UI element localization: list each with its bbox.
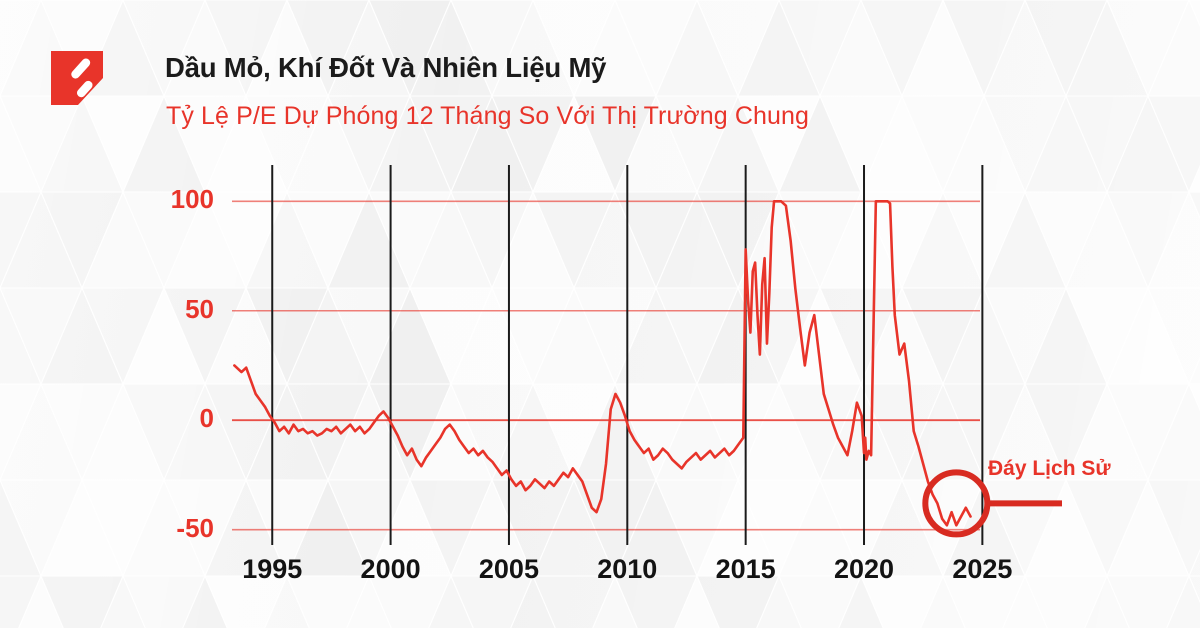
x-axis-tick-label: 2000 — [360, 554, 421, 584]
y-axis-tick-label: 100 — [170, 184, 214, 215]
x-axis-tick-label: 2020 — [833, 554, 895, 584]
x-axis-tick-label: 2005 — [478, 554, 539, 584]
series-line — [233, 199, 972, 527]
y-axis-tick-label: -50 — [176, 512, 214, 543]
x-axis-tick-label: 2025 — [952, 554, 1013, 584]
grid-lines — [232, 200, 980, 531]
y-axis-tick-label: 0 — [199, 403, 214, 434]
x-axis-tick-label: 1995 — [242, 554, 303, 584]
y-axis-tick-label: 50 — [185, 293, 214, 324]
x-axis-tick-label: 2010 — [597, 554, 658, 584]
historical-bottom-label: Đáy Lịch Sử — [988, 457, 1111, 481]
x-axis-tick-label: 2015 — [715, 554, 776, 584]
data-series — [233, 199, 972, 527]
